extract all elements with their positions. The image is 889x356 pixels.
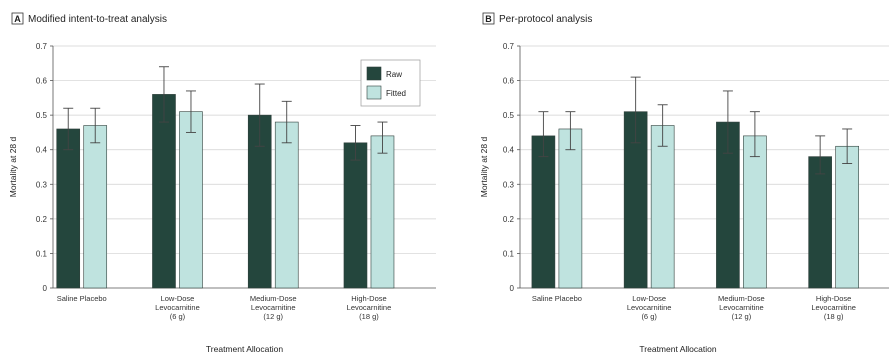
panel-title: Modified intent-to-treat analysis: [28, 14, 167, 25]
x-category-label: Levocarnitine: [627, 303, 672, 312]
bar-fitted: [274, 121, 299, 289]
y-tick-label: 0.7: [503, 42, 515, 51]
y-tick-label: 0: [43, 284, 48, 293]
x-category-label: Levocarnitine: [251, 303, 296, 312]
y-tick-label: 0.1: [36, 249, 48, 258]
bar-fitted: [83, 125, 108, 289]
y-tick-label: 0.5: [36, 111, 48, 120]
panel-letter-box: [482, 12, 495, 25]
panel-letter: A: [14, 14, 21, 24]
x-category-label: Medium-Dose: [718, 294, 765, 303]
y-tick-label: 0.5: [503, 111, 515, 120]
y-tick-label: 0.6: [503, 77, 515, 86]
chart-panel-b: B Per-protocol analysis 0 0.1 0.2 0.3 0.4 0.5 0.…: [479, 12, 889, 354]
y-tick-label: 0.2: [503, 215, 515, 224]
x-category-label: Levocarnitine: [155, 303, 200, 312]
legend-label-raw: Raw: [386, 70, 402, 79]
x-category-label: Low-Dose: [632, 294, 666, 303]
x-axis-title: Treatment Allocation: [206, 344, 283, 354]
bar-raw: [56, 128, 81, 289]
y-tick-label: 0.6: [36, 77, 48, 86]
chart-panel-a: A Modified intent-to-treat analysis 0 0.1 0.…: [8, 12, 436, 354]
x-category-label: High-Dose: [816, 294, 851, 303]
x-category-label: Medium-Dose: [250, 294, 297, 303]
y-tick-label: 0.3: [36, 180, 48, 189]
x-category-label: Levocarnitine: [347, 303, 392, 312]
y-tick-label: 0.4: [503, 146, 515, 155]
y-tick-label: 0.3: [503, 180, 515, 189]
bar-fitted: [558, 128, 583, 289]
bar-fitted: [370, 135, 395, 289]
x-category-label: (18 g): [824, 312, 844, 321]
x-category-label: (12 g): [263, 312, 283, 321]
y-tick-label: 0.7: [36, 42, 48, 51]
x-category-label: Levocarnitine: [811, 303, 856, 312]
bar-raw: [152, 94, 176, 289]
panel-title: Per-protocol analysis: [499, 14, 592, 25]
x-category-label: Low-Dose: [161, 294, 195, 303]
y-tick-label: 0.1: [503, 249, 515, 258]
bar-fitted: [650, 125, 675, 289]
y-axis-title: Mortality at 28 d: [479, 136, 489, 197]
x-category-label: (6 g): [641, 312, 657, 321]
x-axis-title: Treatment Allocation: [639, 344, 716, 354]
legend-swatch-fitted: [366, 85, 382, 100]
bar-fitted: [179, 111, 203, 289]
bar-raw: [531, 135, 556, 289]
bar-fitted: [835, 145, 859, 289]
x-category-label: Saline Placebo: [532, 294, 582, 303]
panel-letter-box: [11, 12, 24, 25]
legend-label-fitted: Fitted: [386, 89, 406, 98]
x-category-label: Levocarnitine: [719, 303, 764, 312]
y-tick-label: 0.4: [36, 146, 48, 155]
panel-letter: B: [485, 14, 492, 24]
y-tick-label: 0.2: [36, 215, 48, 224]
x-category-label: High-Dose: [351, 294, 386, 303]
y-tick-label: 0: [510, 284, 515, 293]
x-category-label: (18 g): [359, 312, 379, 321]
legend-swatch-raw: [366, 66, 382, 81]
x-category-label: Saline Placebo: [57, 294, 107, 303]
bar-raw: [808, 156, 832, 289]
x-category-label: (6 g): [170, 312, 186, 321]
y-axis-title: Mortality at 28 d: [8, 136, 18, 197]
bar-fitted: [743, 135, 767, 289]
bar-raw: [343, 142, 368, 289]
x-category-label: (12 g): [732, 312, 752, 321]
